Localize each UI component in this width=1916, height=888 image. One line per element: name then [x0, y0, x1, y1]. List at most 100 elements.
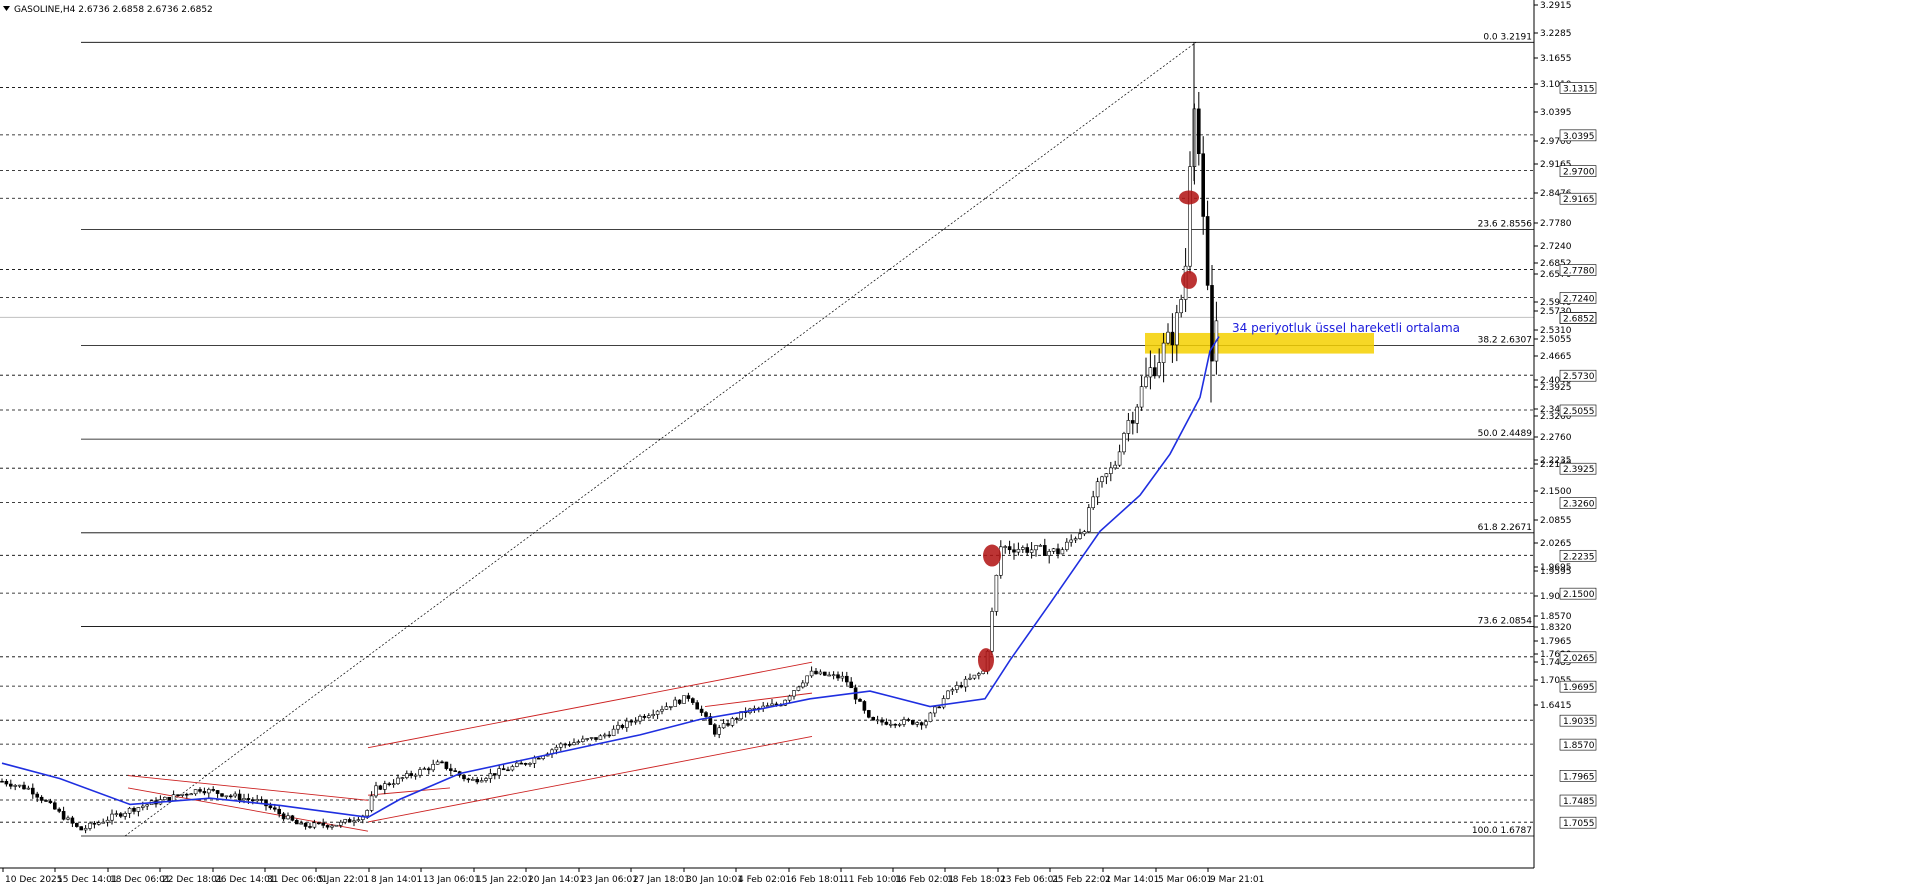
candle-body: [554, 746, 559, 751]
candle-body: [418, 769, 422, 776]
chart-header: GASOLINE,H4 2.6736 2.6858 2.6736 2.6852: [14, 5, 213, 15]
price-tick-label: 2.4040: [1540, 376, 1572, 386]
fib-level-label: 50.0 2.4489: [1478, 429, 1533, 439]
price-level-tag: [1559, 129, 1597, 142]
candle-body: [48, 800, 53, 804]
time-tick-label: 15 Dec 14:01: [57, 875, 118, 885]
candle-body: [224, 795, 229, 798]
candle-body: [506, 769, 510, 772]
candle-body: [849, 681, 854, 689]
candle-body: [207, 789, 211, 794]
price-tick-label: 1.7690: [1540, 650, 1572, 660]
candle-body: [1148, 367, 1153, 378]
candle-body: [1091, 496, 1095, 509]
candle-body: [651, 714, 656, 717]
candle-body: [558, 743, 563, 748]
candle-body: [580, 738, 585, 742]
candle-body: [840, 675, 845, 679]
price-tick-label: 2.2235: [1540, 456, 1572, 466]
channel-line: [367, 661, 813, 749]
candle-body: [365, 810, 370, 817]
candle-body: [1201, 153, 1205, 217]
candle-body: [536, 757, 541, 760]
candle-body: [902, 719, 906, 725]
marker-circle: [978, 648, 994, 673]
candle-body: [1188, 166, 1192, 267]
candle-body: [699, 708, 704, 713]
candle-body: [818, 671, 823, 675]
price-tick-label: 1.7485: [1540, 658, 1572, 668]
candle-body: [690, 698, 695, 703]
candle-body: [444, 761, 449, 769]
candle-body: [532, 757, 537, 764]
price-level-tag-label: 1.7965: [1563, 772, 1595, 782]
candle-body: [906, 719, 911, 721]
price-level-tag-label: 2.7240: [1563, 294, 1595, 304]
candle-body: [114, 813, 119, 815]
candle-body: [101, 821, 105, 824]
candle-body: [453, 770, 458, 772]
marker-circle: [983, 544, 1001, 567]
candle-body: [1197, 108, 1201, 155]
fib-level-label: 73.6 2.0854: [1478, 616, 1533, 626]
price-tick-label: 1.8320: [1540, 623, 1572, 633]
price-tick-label: 2.3260: [1540, 412, 1572, 422]
price-tick-label: 2.6852: [1540, 259, 1572, 269]
candle-body: [765, 705, 770, 707]
candle-body: [1029, 549, 1034, 553]
candle-body: [22, 784, 26, 790]
price-tick-label: 3.1655: [1540, 54, 1572, 64]
candle-body: [422, 768, 427, 770]
candle-body: [281, 813, 286, 820]
price-tick-label: 3.2285: [1540, 29, 1572, 39]
candle-body: [871, 716, 876, 721]
candle-body: [783, 699, 788, 706]
candle-body: [479, 780, 484, 783]
price-level-tag: [1559, 404, 1597, 417]
candle-body: [1104, 473, 1109, 478]
candle-body: [189, 793, 193, 796]
candle-body: [44, 800, 48, 802]
price-tick-label: 1.9035: [1540, 592, 1572, 602]
candle-body: [251, 799, 255, 802]
candle-body: [968, 677, 972, 680]
candle-body: [369, 795, 374, 811]
candle-body: [519, 762, 524, 765]
candle-body: [1020, 547, 1025, 550]
candle-body: [624, 720, 629, 728]
candle-body: [136, 807, 141, 812]
time-tick-label: 4 Feb 02:01: [738, 875, 791, 885]
candle-body: [215, 790, 220, 794]
candle-body: [334, 824, 339, 827]
candle-body: [708, 716, 713, 725]
candle-body: [237, 793, 242, 801]
chart-menu-icon[interactable]: [3, 6, 10, 11]
candle-body: [827, 674, 832, 677]
price-tick-label: 1.7965: [1540, 637, 1572, 647]
price-level-tag: [1559, 292, 1597, 304]
candle-body: [1166, 331, 1170, 344]
candle-body: [1073, 538, 1078, 541]
fib-level-label: 23.6 2.8556: [1478, 220, 1533, 230]
candle-body: [409, 773, 414, 776]
candle-body: [963, 678, 968, 688]
candle-body: [668, 706, 673, 708]
candle-body: [660, 709, 664, 712]
candle-body: [1038, 545, 1043, 547]
candle-body: [17, 784, 22, 787]
candle-body: [805, 675, 810, 684]
candle-body: [145, 804, 149, 807]
price-level-tag-label: 1.7055: [1563, 819, 1595, 829]
candle-body: [730, 718, 735, 726]
candle-body: [497, 768, 502, 776]
time-tick-label: 5 Jan 22:01: [318, 875, 369, 885]
candle-body: [26, 787, 31, 790]
price-level-tag: [1559, 165, 1597, 177]
candle-body: [1069, 539, 1073, 543]
candle-body: [682, 695, 686, 704]
candle-body: [1025, 547, 1029, 553]
candle-body: [734, 718, 739, 720]
candle-body: [796, 686, 801, 691]
candle-body: [440, 761, 444, 764]
